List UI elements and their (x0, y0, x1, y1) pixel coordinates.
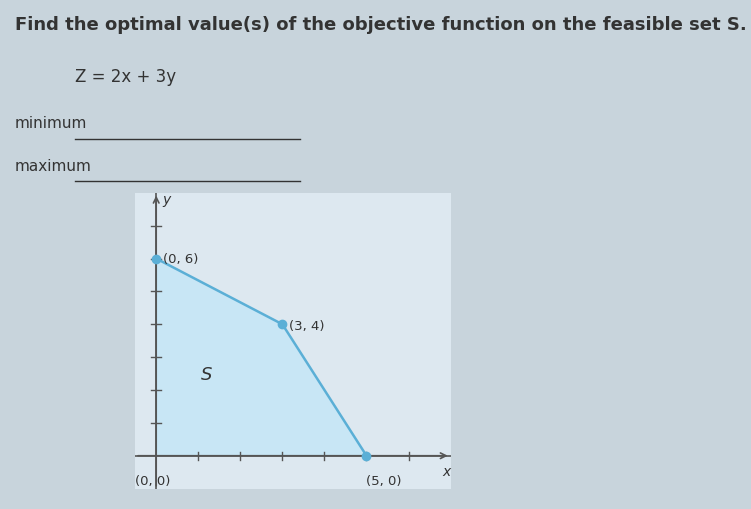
Text: (3, 4): (3, 4) (288, 320, 324, 333)
Text: Find the optimal value(s) of the objective function on the feasible set S.: Find the optimal value(s) of the objecti… (15, 15, 746, 34)
Text: minimum: minimum (15, 116, 87, 131)
Text: S: S (201, 365, 213, 383)
Text: y: y (163, 192, 170, 206)
Text: (0, 0): (0, 0) (135, 474, 170, 487)
Text: x: x (442, 465, 451, 478)
Text: (5, 0): (5, 0) (366, 474, 402, 487)
Text: Z = 2x + 3y: Z = 2x + 3y (75, 68, 176, 86)
Polygon shape (156, 259, 366, 456)
Text: (0, 6): (0, 6) (162, 252, 198, 265)
Text: maximum: maximum (15, 159, 92, 174)
